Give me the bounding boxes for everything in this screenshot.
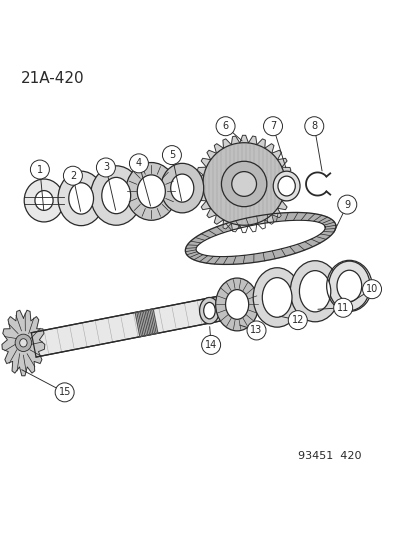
Circle shape (247, 321, 266, 340)
Text: 3: 3 (102, 163, 109, 173)
Text: 7: 7 (269, 121, 275, 131)
Ellipse shape (90, 166, 142, 225)
Text: 2: 2 (70, 171, 76, 181)
Text: 8: 8 (311, 121, 317, 131)
Ellipse shape (336, 270, 361, 302)
Ellipse shape (102, 177, 131, 214)
Circle shape (263, 117, 282, 136)
Text: 21A-420: 21A-420 (21, 70, 85, 85)
Text: 10: 10 (365, 284, 377, 294)
Text: 4: 4 (135, 158, 142, 168)
Circle shape (221, 161, 266, 207)
Circle shape (162, 146, 181, 165)
Ellipse shape (137, 175, 165, 208)
Polygon shape (2, 310, 45, 376)
Ellipse shape (35, 191, 53, 211)
Ellipse shape (299, 271, 330, 312)
Ellipse shape (290, 261, 339, 322)
Ellipse shape (203, 302, 215, 319)
Text: 11: 11 (336, 303, 349, 313)
Ellipse shape (215, 278, 258, 331)
Ellipse shape (170, 174, 193, 202)
Ellipse shape (328, 261, 369, 311)
Circle shape (55, 383, 74, 402)
Circle shape (30, 160, 49, 179)
Circle shape (202, 143, 285, 225)
Ellipse shape (273, 171, 299, 201)
Circle shape (304, 117, 323, 136)
Ellipse shape (160, 163, 203, 213)
Circle shape (201, 335, 220, 354)
Ellipse shape (15, 334, 31, 351)
Ellipse shape (253, 268, 300, 327)
Ellipse shape (69, 183, 93, 214)
Ellipse shape (225, 289, 248, 319)
Ellipse shape (58, 171, 104, 225)
Polygon shape (195, 220, 325, 257)
Ellipse shape (199, 297, 219, 324)
Circle shape (333, 298, 352, 317)
Ellipse shape (20, 338, 27, 347)
Text: 5: 5 (169, 150, 175, 160)
Ellipse shape (24, 179, 64, 222)
Polygon shape (195, 135, 292, 232)
Circle shape (337, 195, 356, 214)
Text: 14: 14 (204, 340, 217, 350)
Circle shape (129, 154, 148, 173)
Circle shape (63, 166, 82, 185)
Text: 93451  420: 93451 420 (297, 451, 361, 461)
Polygon shape (31, 278, 316, 357)
Text: 15: 15 (58, 387, 71, 397)
Ellipse shape (277, 176, 294, 196)
Circle shape (287, 311, 306, 329)
Circle shape (231, 172, 256, 196)
Polygon shape (185, 213, 335, 264)
Circle shape (96, 158, 115, 177)
Ellipse shape (262, 278, 291, 317)
Text: 1: 1 (37, 165, 43, 174)
Ellipse shape (126, 163, 176, 220)
Text: 9: 9 (343, 199, 349, 209)
Text: 12: 12 (291, 315, 303, 325)
Text: 6: 6 (222, 121, 228, 131)
Circle shape (216, 117, 235, 136)
Circle shape (362, 280, 381, 298)
Text: 13: 13 (250, 326, 262, 335)
